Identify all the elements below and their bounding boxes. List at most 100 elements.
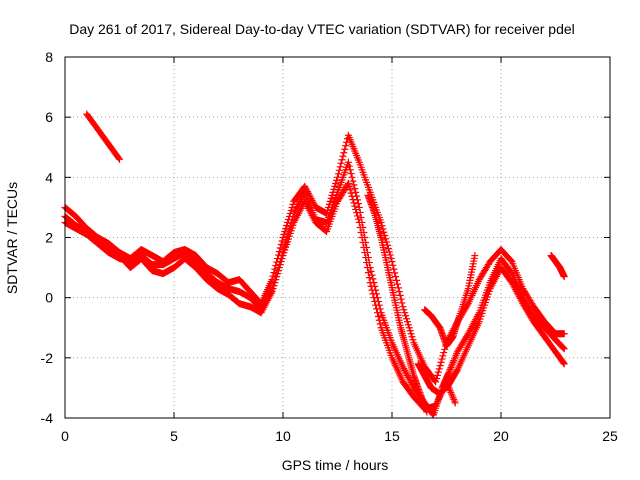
y-tick-label: -4 bbox=[41, 410, 54, 426]
data-point-interp bbox=[329, 188, 337, 196]
data-point-interp bbox=[337, 159, 345, 167]
data-point-interp bbox=[350, 199, 358, 207]
data-point-interp bbox=[352, 205, 360, 213]
data-point-interp bbox=[371, 297, 379, 305]
data-point-interp bbox=[324, 203, 332, 211]
data-point bbox=[423, 408, 431, 416]
y-tick-label: 2 bbox=[45, 230, 53, 246]
data-point-interp bbox=[349, 177, 357, 185]
data-point bbox=[471, 252, 479, 260]
data-point bbox=[355, 218, 363, 226]
data-point-interp bbox=[405, 324, 413, 332]
data-point-interp bbox=[354, 200, 362, 208]
data-point-interp bbox=[273, 273, 281, 281]
data-point-interp bbox=[382, 235, 390, 243]
data-point-interp bbox=[330, 185, 338, 193]
x-axis-label: GPS time / hours bbox=[282, 457, 389, 473]
data-point bbox=[279, 234, 287, 241]
data-point-interp bbox=[436, 362, 444, 370]
data-point-interp bbox=[397, 295, 405, 303]
data-point-interp bbox=[347, 170, 355, 178]
x-tick-label: 25 bbox=[602, 428, 618, 444]
data-point bbox=[432, 378, 440, 386]
data-point-interp bbox=[463, 301, 471, 309]
data-point-interp bbox=[365, 274, 373, 282]
data-point-interp bbox=[275, 248, 283, 256]
data-point-interp bbox=[384, 245, 392, 253]
data-point-interp bbox=[351, 185, 359, 193]
data-point-interp bbox=[433, 371, 441, 379]
data-point bbox=[268, 288, 276, 296]
data-point-interp bbox=[350, 181, 358, 189]
series-4 bbox=[414, 264, 568, 398]
axis-ticks: 0 5 10 15 20 25 -4 -2 0 2 4 6 8 bbox=[41, 49, 618, 444]
data-point-interp bbox=[363, 259, 371, 267]
data-point-interp bbox=[271, 279, 279, 287]
data-point-interp bbox=[441, 345, 449, 353]
data-point-interp bbox=[439, 352, 447, 360]
data-point-interp bbox=[275, 264, 283, 272]
data-point-interp bbox=[276, 244, 284, 252]
data-point-interp bbox=[402, 312, 410, 320]
data-point-interp bbox=[335, 166, 343, 174]
data-point-interp bbox=[340, 149, 348, 157]
data-point-interp bbox=[559, 343, 567, 351]
grid bbox=[65, 57, 610, 418]
data-point-interp bbox=[406, 327, 414, 335]
data-point-interp bbox=[375, 316, 383, 324]
data-point-interp bbox=[334, 170, 342, 178]
data-point-interp bbox=[559, 359, 567, 367]
data-point bbox=[366, 279, 374, 287]
data-point-interp bbox=[287, 206, 295, 214]
data-point-interp bbox=[403, 315, 411, 323]
data-point-interp bbox=[353, 212, 361, 220]
data-point-interp bbox=[369, 290, 377, 298]
data-point bbox=[388, 258, 396, 266]
data-point-interp bbox=[288, 203, 296, 211]
data-point-interp bbox=[429, 410, 437, 418]
data-point-interp bbox=[278, 237, 286, 245]
x-tick-label: 20 bbox=[493, 428, 509, 444]
y-tick-label: 8 bbox=[45, 49, 53, 65]
y-axis-label: SDTVAR / TECUs bbox=[4, 182, 20, 294]
data-point-interp bbox=[364, 269, 372, 277]
data-point-interp bbox=[404, 321, 412, 329]
data-point-interp bbox=[385, 248, 393, 256]
data-point-interp bbox=[368, 286, 376, 294]
data-point-interp bbox=[358, 234, 366, 241]
series-6 bbox=[364, 191, 431, 416]
y-tick-label: 4 bbox=[45, 169, 53, 185]
y-tick-label: -2 bbox=[41, 350, 54, 366]
chart-title: Day 261 of 2017, Sidereal Day-to-day VTE… bbox=[69, 21, 575, 37]
data-point-interp bbox=[348, 173, 356, 181]
data-point-interp bbox=[374, 312, 382, 320]
data-point-interp bbox=[438, 355, 446, 363]
data-point-interp bbox=[351, 202, 359, 210]
data-point-interp bbox=[347, 189, 355, 197]
data-point bbox=[377, 218, 385, 226]
data-point bbox=[116, 155, 123, 163]
data-point-interp bbox=[339, 152, 347, 160]
data-point-interp bbox=[372, 301, 380, 309]
data-point-interp bbox=[392, 273, 400, 281]
data-point-interp bbox=[391, 269, 399, 277]
series-5 bbox=[83, 110, 123, 163]
data-point-interp bbox=[433, 375, 441, 383]
data-point-interp bbox=[394, 284, 402, 292]
x-tick-label: 15 bbox=[384, 428, 400, 444]
data-point-interp bbox=[327, 194, 335, 202]
data-point-interp bbox=[332, 179, 340, 187]
data-point-interp bbox=[407, 330, 415, 338]
data-point-interp bbox=[278, 255, 286, 263]
series-8 bbox=[547, 252, 568, 281]
data-point-interp bbox=[373, 309, 381, 317]
data-point-interp bbox=[333, 176, 341, 184]
data-point-interp bbox=[370, 294, 378, 302]
data-point-interp bbox=[338, 156, 346, 164]
data-point-interp bbox=[396, 291, 404, 299]
data-point-interp bbox=[336, 163, 344, 171]
data-point-interp bbox=[342, 142, 350, 150]
data-point-interp bbox=[346, 166, 354, 174]
data-point-interp bbox=[348, 192, 356, 200]
data-point-interp bbox=[284, 218, 292, 226]
